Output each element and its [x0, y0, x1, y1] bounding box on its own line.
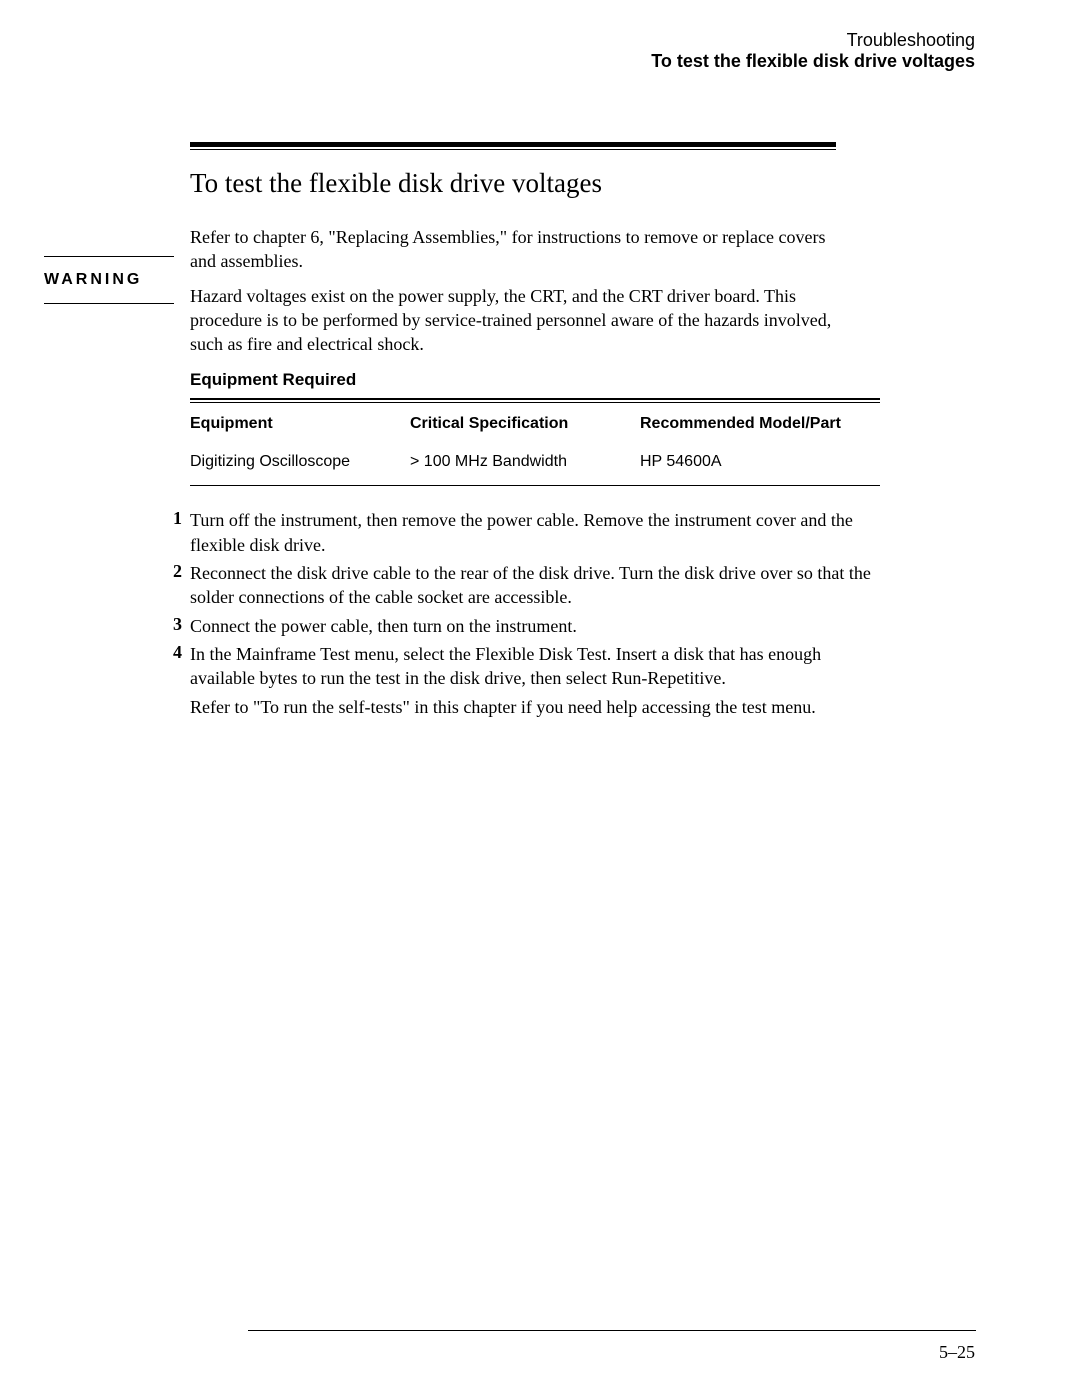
- header-section: To test the flexible disk drive voltages: [44, 51, 975, 72]
- step-item: 4 In the Mainframe Test menu, select the…: [190, 642, 880, 691]
- table-header-spec: Critical Specification: [410, 403, 640, 443]
- table-cell-spec: > 100 MHz Bandwidth: [410, 443, 640, 485]
- step-text: Turn off the instrument, then remove the…: [190, 508, 880, 557]
- step-item: 3 Connect the power cable, then turn on …: [190, 614, 880, 638]
- document-page: Troubleshooting To test the flexible dis…: [0, 0, 1080, 1397]
- equipment-heading: Equipment Required: [190, 370, 974, 390]
- table-header-equipment: Equipment: [190, 403, 410, 443]
- step-text: Reconnect the disk drive cable to the re…: [190, 561, 880, 610]
- warning-rule-bottom: [44, 303, 174, 304]
- left-margin-column: WARNING: [44, 142, 174, 304]
- title-rule-light: [190, 149, 836, 150]
- page-header: Troubleshooting To test the flexible dis…: [44, 30, 975, 72]
- step-text: Connect the power cable, then turn on th…: [190, 614, 880, 638]
- footer-rule: [248, 1330, 976, 1331]
- procedure-steps: 1 Turn off the instrument, then remove t…: [190, 508, 880, 718]
- intro-paragraph: Refer to chapter 6, "Replacing Assemblie…: [190, 225, 836, 274]
- post-step-note: Refer to "To run the self-tests" in this…: [190, 695, 880, 719]
- step-number: 3: [166, 614, 190, 638]
- table-cell-model: HP 54600A: [640, 443, 880, 485]
- table-rule-thin-bottom: [190, 485, 880, 486]
- header-chapter: Troubleshooting: [44, 30, 975, 51]
- equipment-table: Equipment Critical Specification Recomme…: [190, 403, 880, 485]
- step-item: 1 Turn off the instrument, then remove t…: [190, 508, 880, 557]
- page-number: 5–25: [939, 1342, 975, 1363]
- section-title: To test the flexible disk drive voltages: [190, 168, 974, 199]
- step-number: 4: [166, 642, 190, 691]
- table-header-model: Recommended Model/Part: [640, 403, 880, 443]
- table-header-row: Equipment Critical Specification Recomme…: [190, 403, 880, 443]
- warning-paragraph: Hazard voltages exist on the power suppl…: [190, 284, 836, 357]
- title-rule-heavy: [190, 142, 836, 147]
- step-number: 1: [166, 508, 190, 557]
- main-column: To test the flexible disk drive voltages…: [190, 142, 974, 719]
- step-number: 2: [166, 561, 190, 610]
- table-row: Digitizing Oscilloscope > 100 MHz Bandwi…: [190, 443, 880, 485]
- table-cell-equipment: Digitizing Oscilloscope: [190, 443, 410, 485]
- warning-label: WARNING: [44, 257, 174, 303]
- table-rule-heavy: [190, 398, 880, 400]
- content-wrap: WARNING To test the flexible disk drive …: [44, 142, 975, 719]
- step-item: 2 Reconnect the disk drive cable to the …: [190, 561, 880, 610]
- step-text: In the Mainframe Test menu, select the F…: [190, 642, 880, 691]
